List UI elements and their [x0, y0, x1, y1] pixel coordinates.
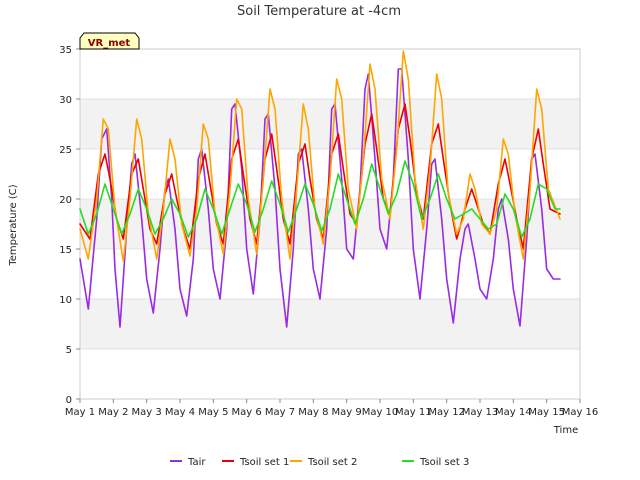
series-line-tair — [79, 68, 561, 328]
x-tick-label: May 1 — [65, 407, 95, 418]
x-tick-label: May 9 — [332, 407, 362, 418]
y-tick-label: 5 — [66, 345, 72, 356]
site-label-box: VR_met — [79, 32, 140, 50]
x-tick-label: May 11 — [395, 407, 432, 418]
x-axis-title: Time — [553, 425, 578, 436]
legend-label-tsoil-set-1: Tsoil set 1 — [239, 457, 289, 468]
y-axis-title: Temperature (C) — [8, 184, 19, 266]
x-tick-label: May 8 — [298, 407, 328, 418]
x-tick-label: May 14 — [495, 407, 532, 418]
x-tick-label: May 13 — [462, 407, 499, 418]
x-tick-label: May 12 — [428, 407, 465, 418]
x-tick-label: May 4 — [165, 407, 195, 418]
y-tick-label: 15 — [59, 245, 72, 256]
legend-label-tsoil-set-2: Tsoil set 2 — [307, 457, 357, 468]
site-label: VR_met — [88, 38, 131, 49]
series-line-tsoil-set-2 — [79, 50, 561, 262]
y-tick-label: 20 — [59, 195, 72, 206]
x-tick-label: May 6 — [232, 407, 262, 418]
site-label-shape — [79, 32, 140, 50]
y-tick-label: 10 — [59, 295, 72, 306]
chart-title: Soil Temperature at -4cm — [237, 4, 401, 19]
x-tick-label: May 2 — [98, 407, 128, 418]
legend-label-tsoil-set-3: Tsoil set 3 — [419, 457, 469, 468]
legend: Tair Tsoil set 1 Tsoil set 2 Tsoil set 3 — [170, 457, 469, 468]
series-line-tsoil-set-3 — [79, 160, 561, 238]
x-tick-label: May 7 — [265, 407, 295, 418]
x-tick-label: May 15 — [528, 407, 565, 418]
legend-label-tair: Tair — [187, 457, 206, 468]
x-axis-ticks: May 1 May 2 May 3 May 4 May 5 May 6 May 7 May 8… — [65, 399, 598, 418]
background-band — [80, 299, 580, 349]
y-tick-label: 35 — [59, 45, 72, 56]
x-tick-label: May 5 — [198, 407, 228, 418]
y-tick-label: 0 — [66, 395, 72, 406]
y-tick-label: 25 — [59, 145, 72, 156]
x-tick-label: May 3 — [132, 407, 162, 418]
x-tick-label: May 10 — [362, 407, 399, 418]
y-axis-ticks: 0 5 10 15 20 25 30 35 — [59, 45, 80, 406]
series-lines — [79, 50, 561, 328]
y-tick-label: 30 — [59, 95, 72, 106]
x-tick-label: May 16 — [562, 407, 599, 418]
